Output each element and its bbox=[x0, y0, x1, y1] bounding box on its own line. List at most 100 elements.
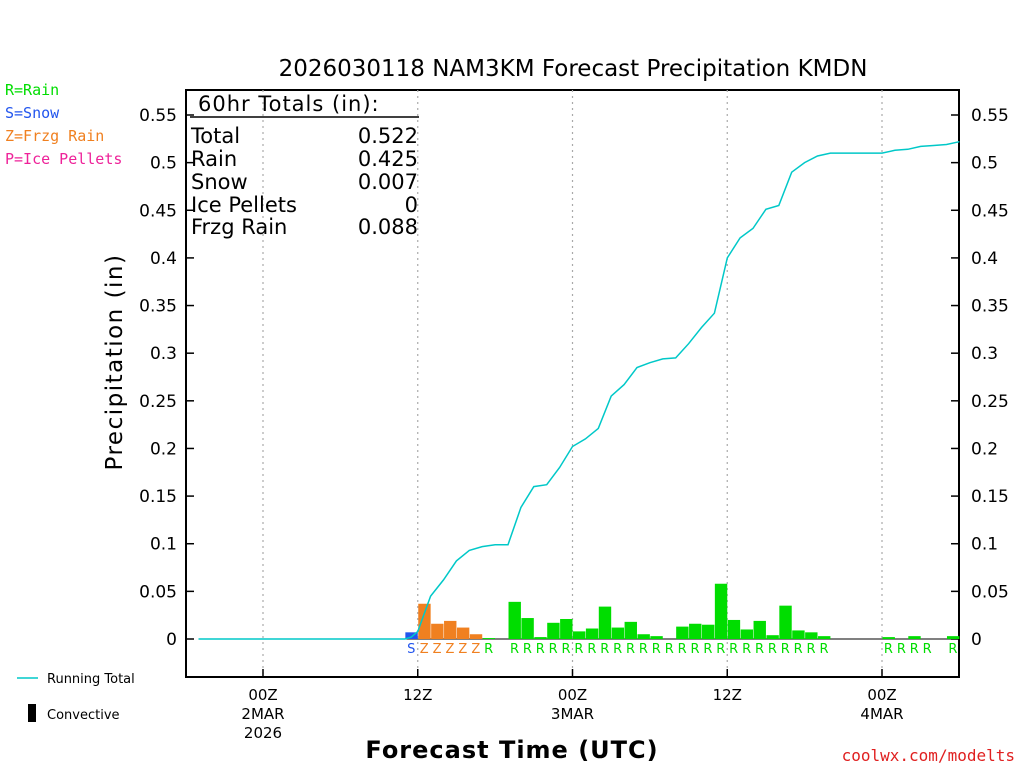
y-tick-label: 0.05 bbox=[139, 582, 177, 602]
precip-bar bbox=[779, 605, 792, 639]
y-tick-label-right: 0.35 bbox=[971, 297, 1009, 317]
totals-label-snow: Snow bbox=[191, 170, 248, 194]
precip-bar bbox=[585, 628, 599, 639]
precip-bar bbox=[946, 636, 960, 639]
precip-type-label: R bbox=[807, 642, 816, 657]
y-tick-label-right: 0.05 bbox=[971, 582, 1009, 602]
y-tick-label: 0.15 bbox=[139, 487, 177, 507]
x-tick-label: 00Z bbox=[867, 686, 896, 704]
precip-type-label: R bbox=[626, 642, 635, 657]
precip-type-label: R bbox=[587, 642, 596, 657]
x-tick-label: 00Z bbox=[558, 686, 587, 704]
x-tick-date: 3MAR bbox=[551, 705, 594, 723]
y-tick-label: 0 bbox=[166, 630, 177, 650]
precip-type-legend: R=Rain S=Snow Z=Frzg Rain P=Ice Pellets bbox=[5, 81, 122, 168]
totals-header: 60hr Totals (in): bbox=[198, 92, 380, 116]
precip-bar bbox=[547, 622, 560, 639]
precip-bar bbox=[624, 621, 637, 639]
y-tick-label-right: 0 bbox=[971, 630, 982, 650]
y-tick-label: 0.35 bbox=[139, 297, 177, 317]
precip-type-label: R bbox=[819, 642, 828, 657]
precip-bar bbox=[753, 620, 766, 639]
x-axis-label: Forecast Time (UTC) bbox=[365, 736, 658, 764]
precip-bar bbox=[650, 636, 663, 639]
precip-type-label: Z bbox=[458, 642, 467, 657]
y-tick-label-right: 0.45 bbox=[971, 201, 1009, 221]
convective-key-label: Convective bbox=[47, 708, 120, 723]
precip-type-label: R bbox=[729, 642, 738, 657]
totals-value-frzg: 0.088 bbox=[358, 215, 418, 239]
precip-bar bbox=[560, 618, 573, 639]
precip-type-label: Z bbox=[420, 642, 429, 657]
precip-type-label: R bbox=[690, 642, 699, 657]
y-axis-right: 0.55 0.5 0.45 0.4 0.35 0.3 0.25 0.2 0.15 0.1 0.05 0 bbox=[951, 106, 1009, 650]
convective-key-swatch bbox=[28, 704, 36, 722]
precip-bar bbox=[611, 627, 625, 639]
x-tick-label: 00Z bbox=[248, 686, 277, 704]
precip-type-label: R bbox=[781, 642, 790, 657]
y-tick-label-right: 0.1 bbox=[971, 535, 998, 555]
y-tick-label: 0.1 bbox=[150, 535, 177, 555]
totals-value-snow: 0.007 bbox=[358, 170, 418, 194]
precip-type-label: R bbox=[742, 642, 751, 657]
precip-type-label: R bbox=[923, 642, 932, 657]
precip-bar bbox=[637, 634, 650, 639]
legend-rain: R=Rain bbox=[5, 81, 59, 99]
precip-type-label: R bbox=[549, 642, 558, 657]
totals-value-rain: 0.425 bbox=[358, 147, 418, 171]
precip-type-label: R bbox=[703, 642, 712, 657]
precip-bar bbox=[701, 624, 715, 639]
x-tick-date: 2MAR bbox=[241, 705, 284, 723]
precip-bar bbox=[740, 629, 754, 639]
y-tick-label: 0.2 bbox=[150, 439, 177, 459]
precip-bar bbox=[598, 606, 612, 639]
precip-type-label: R bbox=[948, 642, 957, 657]
precip-type-label: R bbox=[910, 642, 919, 657]
precip-bar bbox=[818, 636, 831, 639]
running-total-line bbox=[198, 140, 960, 640]
precip-bar bbox=[908, 636, 921, 639]
y-tick-label-right: 0.4 bbox=[971, 249, 998, 269]
precip-type-label: R bbox=[755, 642, 764, 657]
y-tick-label: 0.5 bbox=[150, 154, 177, 174]
totals-label-total: Total bbox=[190, 124, 240, 148]
x-tick-label: 12Z bbox=[403, 686, 432, 704]
totals-label-ice: Ice Pellets bbox=[191, 193, 297, 217]
y-tick-label: 0.4 bbox=[150, 249, 177, 269]
totals-box: 60hr Totals (in): Total 0.522 Rain 0.425… bbox=[190, 92, 419, 239]
credit-text: coolwx.com/modelts bbox=[842, 746, 1015, 765]
precip-bar bbox=[766, 635, 779, 639]
precip-type-label: R bbox=[897, 642, 906, 657]
gridlines bbox=[208, 90, 959, 677]
series-key: Running Total Convective bbox=[17, 672, 135, 723]
precip-bar bbox=[792, 630, 805, 639]
precip-type-label: R bbox=[794, 642, 803, 657]
precip-bar bbox=[482, 638, 496, 639]
precip-bar bbox=[431, 623, 444, 639]
legend-frzg: Z=Frzg Rain bbox=[5, 127, 104, 145]
precip-bar bbox=[573, 631, 586, 639]
precip-type-label: Z bbox=[446, 642, 455, 657]
y-tick-label-right: 0.2 bbox=[971, 439, 998, 459]
y-tick-label-right: 0.3 bbox=[971, 344, 998, 364]
totals-value-total: 0.522 bbox=[358, 124, 418, 148]
x-tick-year: 2026 bbox=[244, 724, 282, 742]
y-tick-label: 0.25 bbox=[139, 392, 177, 412]
y-axis-left: 0.55 0.5 0.45 0.4 0.35 0.3 0.25 0.2 0.15 0.1 0.05 0 bbox=[139, 106, 194, 650]
totals-label-rain: Rain bbox=[191, 147, 237, 171]
precip-type-label: R bbox=[523, 642, 532, 657]
precip-type-label: R bbox=[652, 642, 661, 657]
legend-ice: P=Ice Pellets bbox=[5, 150, 122, 168]
totals-value-ice: 0 bbox=[405, 193, 418, 217]
precip-bar bbox=[405, 632, 418, 639]
totals-label-frzg: Frzg Rain bbox=[191, 215, 287, 239]
precip-type-label: R bbox=[678, 642, 687, 657]
y-tick-label: 0.55 bbox=[139, 106, 177, 126]
precip-bars bbox=[405, 583, 960, 639]
precip-type-label: R bbox=[613, 642, 622, 657]
precip-type-label: R bbox=[665, 642, 674, 657]
precip-type-label: R bbox=[639, 642, 648, 657]
legend-snow: S=Snow bbox=[5, 104, 60, 122]
precip-type-label: R bbox=[510, 642, 519, 657]
